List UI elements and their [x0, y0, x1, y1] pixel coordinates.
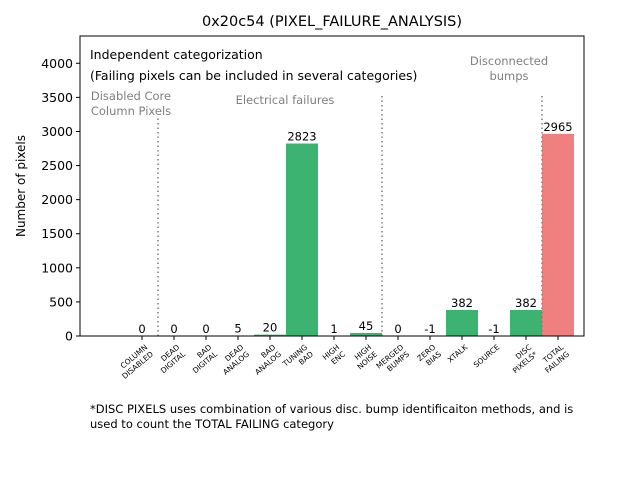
- y-tick-label: 3500: [41, 90, 73, 105]
- bar-value-label: 0: [138, 322, 145, 336]
- y-axis-label: Number of pixels: [14, 135, 28, 237]
- y-tick-label: 1500: [41, 226, 73, 241]
- y-tick-label: 4000: [41, 56, 73, 71]
- bar-value-label: 0: [170, 322, 177, 336]
- x-tick-label: XTALK: [446, 342, 470, 365]
- x-tick-label-line: XTALK: [446, 342, 470, 365]
- x-tick-label: HIGHENC: [321, 343, 347, 369]
- bar-value-label: -1: [488, 322, 499, 336]
- x-tick-label: SOURCE: [472, 342, 502, 369]
- x-tick-label: DISCPIXELS*: [505, 342, 539, 375]
- bar: [286, 144, 318, 336]
- x-tick-label-line: SOURCE: [472, 342, 502, 369]
- bar-value-label: 20: [263, 321, 278, 335]
- bar-value-label: -1: [424, 322, 435, 336]
- bar: [542, 134, 574, 336]
- bar-value-label: 0: [202, 322, 209, 336]
- y-tick-label: 0: [65, 329, 73, 344]
- group-label-line: Column Pixels: [91, 104, 171, 118]
- x-tick-label: HIGHNOISE: [350, 342, 380, 371]
- y-tick-label: 500: [49, 294, 73, 309]
- bar-value-label: 0: [394, 322, 401, 336]
- bar-value-label: 1: [330, 322, 337, 336]
- group-label: Electrical failures: [236, 93, 335, 107]
- y-tick-label: 3000: [41, 124, 73, 139]
- bar-value-label: 382: [515, 296, 537, 310]
- x-tick-label: MERGEDBUMPS: [374, 342, 411, 377]
- bar-value-label: 5: [234, 322, 241, 336]
- annotation-line: (Failing pixels can be included in sever…: [90, 68, 417, 83]
- x-tick-label: BADDIGITAL: [185, 342, 220, 375]
- bar-value-label: 2965: [543, 120, 572, 134]
- x-tick-label: TOTALFAILING: [537, 342, 571, 375]
- group-label-line: bumps: [489, 69, 528, 83]
- bar-value-label: 382: [451, 296, 473, 310]
- x-tick-label: TUNINGBAD: [280, 343, 315, 376]
- y-tick-label: 2000: [41, 192, 73, 207]
- group-label-line: Electrical failures: [236, 93, 335, 107]
- group-label-line: Disconnected: [470, 54, 548, 68]
- bar-value-label: 2823: [287, 130, 316, 144]
- group-label-line: Disabled Core: [91, 89, 171, 103]
- annotation-line: Independent categorization: [90, 47, 263, 62]
- x-tick-label: ZEROBIAS: [415, 342, 443, 369]
- footnote-line: used to count the TOTAL FAILING category: [90, 417, 334, 431]
- chart-title: 0x20c54 (PIXEL_FAILURE_ANALYSIS): [202, 14, 462, 30]
- x-tick-label: DEADDIGITAL: [153, 342, 188, 375]
- footnote-line: *DISC PIXELS uses combination of various…: [90, 402, 573, 416]
- x-tick-label: DEADANALOG: [215, 342, 251, 376]
- bar-value-label: 45: [359, 319, 374, 333]
- bar: [510, 310, 542, 336]
- bar: [446, 310, 478, 336]
- x-tick-label: COLUMNDISABLED: [114, 342, 155, 380]
- y-tick-label: 1000: [41, 260, 73, 275]
- y-tick-label: 2500: [41, 158, 73, 173]
- x-tick-label: BADANALOG: [247, 343, 283, 377]
